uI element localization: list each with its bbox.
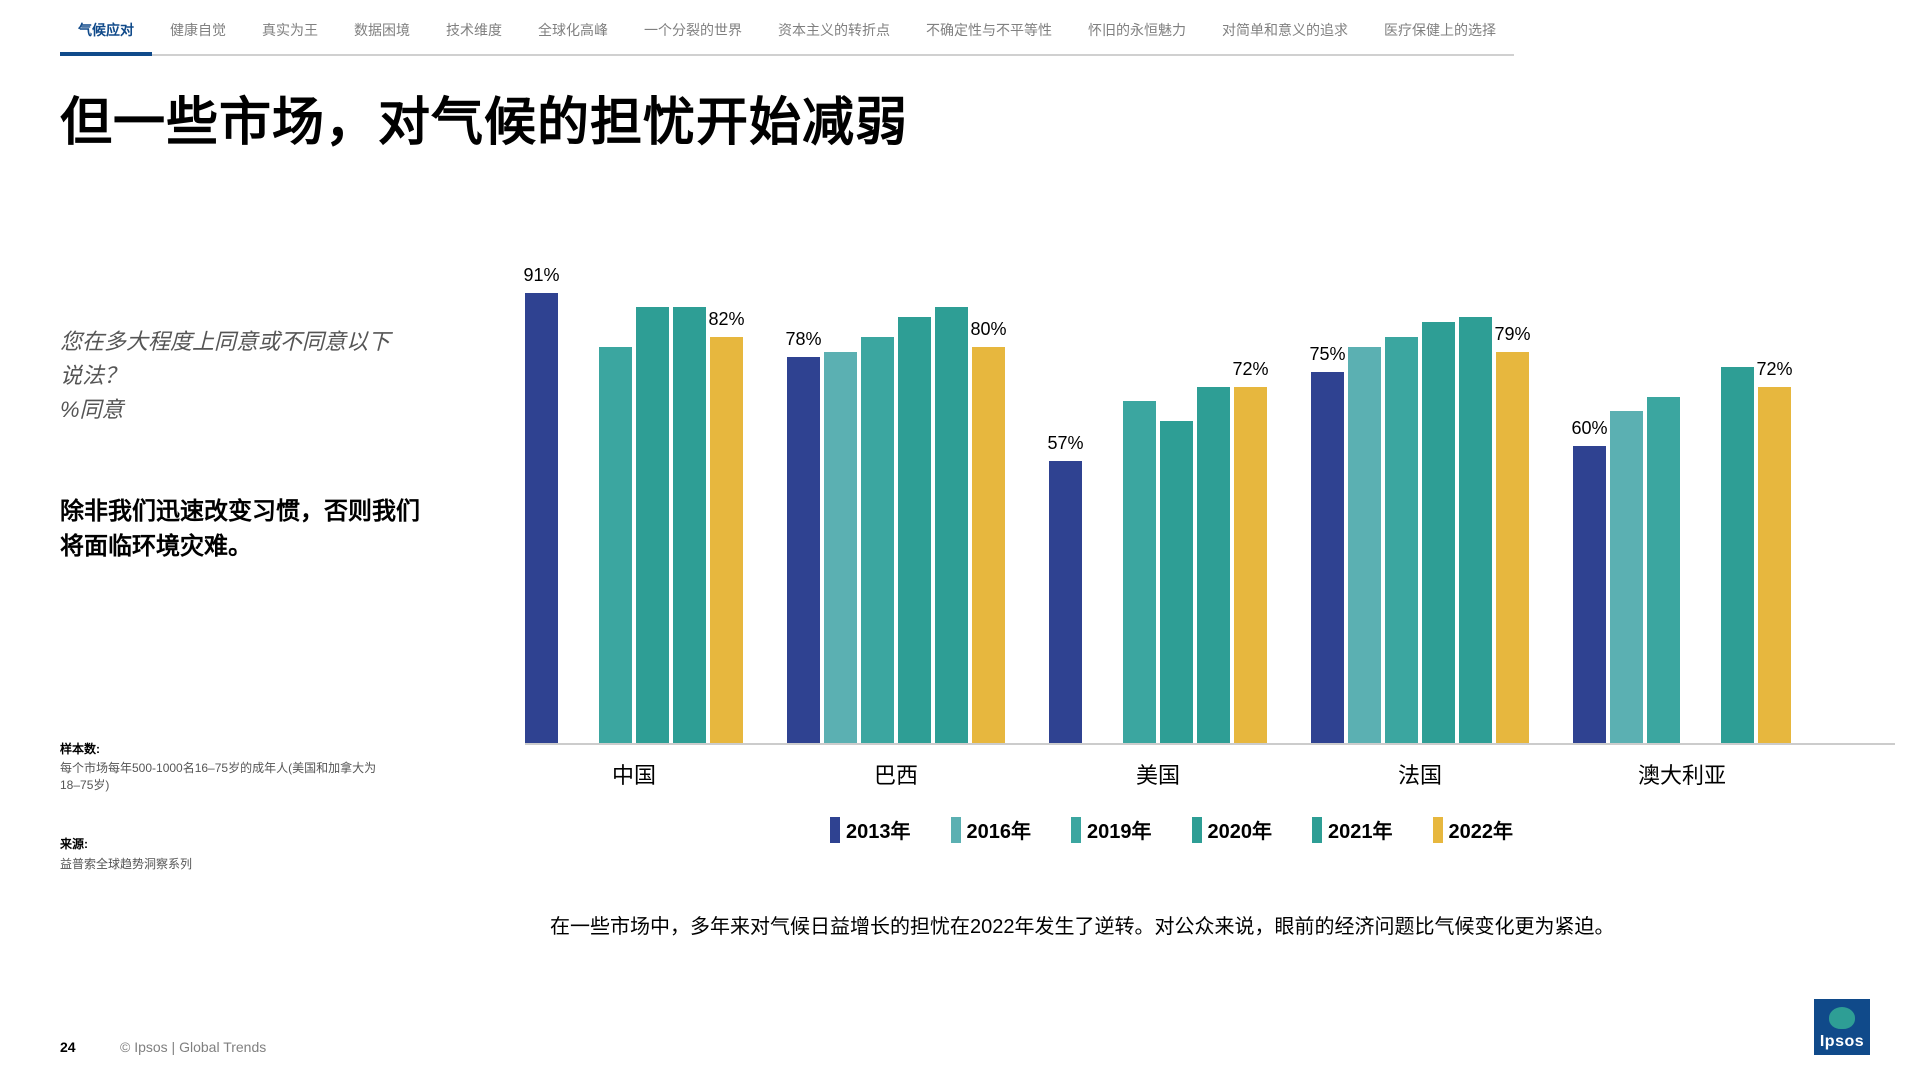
legend-label: 2019年 [1087,815,1152,844]
bar-value-label: 75% [1309,344,1345,365]
legend-label: 2016年 [967,815,1032,844]
legend-item-2: 2019年 [1071,815,1152,844]
tab-0[interactable]: 气候应对 [60,10,152,56]
bar-value-label: 60% [1571,418,1607,439]
legend-label: 2022年 [1449,815,1514,844]
bar [1647,397,1680,744]
bar [1459,317,1492,743]
tab-9[interactable]: 怀旧的永恒魅力 [1070,10,1204,56]
source-label: 来源: [60,835,88,852]
statement-text: 除非我们迅速改变习惯，否则我们将面临环境灾难。 [60,495,420,565]
bar-value-label: 91% [523,265,559,286]
legend-label: 2021年 [1328,815,1393,844]
tab-1[interactable]: 健康自觉 [152,10,244,56]
bar: 60% [1573,446,1606,743]
bar [824,352,857,743]
bar [898,317,931,743]
bar [1348,347,1381,743]
bar [1422,322,1455,743]
bar-value-label: 79% [1494,324,1530,345]
question-text: 您在多大程度上同意或不同意以下说法？%同意 [60,325,400,427]
bar-group-0: 91%82%中国 [525,293,743,743]
tab-4[interactable]: 技术维度 [428,10,520,56]
copyright: © Ipsos | Global Trends [120,1039,266,1055]
bar-group-2: 57%72%美国 [1049,387,1267,743]
group-label: 中国 [612,758,656,790]
page-title: 但一些市场，对气候的担忧开始减弱 [60,80,908,155]
legend-swatch [951,817,961,843]
legend-item-4: 2021年 [1312,815,1393,844]
bar-group-4: 60%72%澳大利亚 [1573,367,1791,743]
bar [935,307,968,743]
legend-swatch [1312,817,1322,843]
ipsos-logo: Ipsos [1814,999,1870,1055]
legend-swatch [1071,817,1081,843]
legend-swatch [830,817,840,843]
bar-value-label: 57% [1047,433,1083,454]
group-label: 美国 [1136,758,1180,790]
bar [599,347,632,743]
tab-5[interactable]: 全球化高峰 [520,10,626,56]
bar [1385,337,1418,743]
group-label: 澳大利亚 [1638,758,1726,790]
bar [1610,411,1643,743]
legend-item-3: 2020年 [1192,815,1273,844]
tab-bar: 气候应对健康自觉真实为王数据困境技术维度全球化高峰一个分裂的世界资本主义的转折点… [0,0,1920,56]
legend-label: 2013年 [846,815,911,844]
logo-text: Ipsos [1820,1033,1864,1051]
legend-item-1: 2016年 [951,815,1032,844]
legend-item-5: 2022年 [1433,815,1514,844]
bar-value-label: 78% [785,329,821,350]
bar: 80% [972,347,1005,743]
bar [1160,421,1193,743]
legend-label: 2020年 [1208,815,1273,844]
climate-bar-chart: 91%82%中国78%80%巴西57%72%美国75%79%法国60%72%澳大… [525,250,1895,745]
page-number: 24 [60,1039,76,1055]
bar: 75% [1311,372,1344,743]
group-label: 巴西 [874,758,918,790]
bar: 72% [1234,387,1267,743]
tab-2[interactable]: 真实为王 [244,10,336,56]
legend-item-0: 2013年 [830,815,911,844]
tab-11[interactable]: 医疗保健上的选择 [1366,10,1514,56]
sample-label: 样本数: [60,740,100,757]
tab-8[interactable]: 不确定性与不平等性 [908,10,1070,56]
bar [673,307,706,743]
bar-value-label: 80% [970,319,1006,340]
bar: 82% [710,337,743,743]
tab-10[interactable]: 对简单和意义的追求 [1204,10,1366,56]
bar: 57% [1049,461,1082,743]
bar-value-label: 72% [1756,359,1792,380]
bar-value-label: 72% [1232,359,1268,380]
bar [636,307,669,743]
source-text: 益普索全球趋势洞察系列 [60,855,192,872]
bar: 78% [787,357,820,743]
bar [861,337,894,743]
chart-caption: 在一些市场中，多年来对气候日益增长的担忧在2022年发生了逆转。对公众来说，眼前… [550,910,1615,939]
bar: 91% [525,293,558,743]
group-label: 法国 [1398,758,1442,790]
tab-7[interactable]: 资本主义的转折点 [760,10,908,56]
chart-legend: 2013年 2016年 2019年 2020年 2021年 2022年 [830,815,1513,844]
bar-group-3: 75%79%法国 [1311,317,1529,743]
bar [1721,367,1754,743]
bar-value-label: 82% [708,309,744,330]
legend-swatch [1433,817,1443,843]
bar: 72% [1758,387,1791,743]
bar [1197,387,1230,743]
bar [1123,401,1156,743]
tab-6[interactable]: 一个分裂的世界 [626,10,760,56]
tab-3[interactable]: 数据困境 [336,10,428,56]
legend-swatch [1192,817,1202,843]
sample-text: 每个市场每年500-1000名16–75岁的成年人(美国和加拿大为18–75岁) [60,760,390,794]
bar: 79% [1496,352,1529,743]
bar-group-1: 78%80%巴西 [787,307,1005,743]
